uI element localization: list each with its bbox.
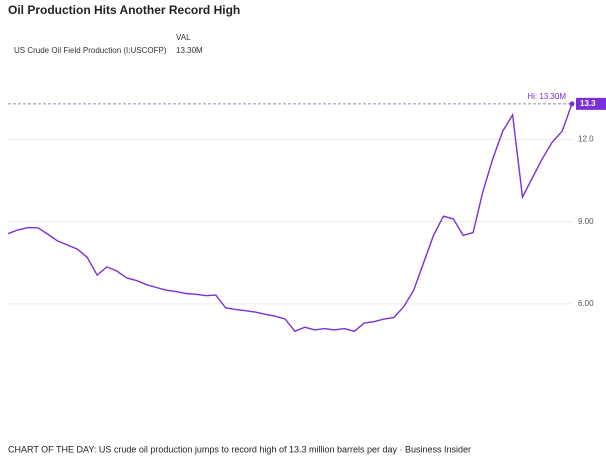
legend-entry: US Crude Oil Field Production (I:USCOFP) xyxy=(14,46,167,55)
line xyxy=(7,103,573,333)
end-label-box xyxy=(576,97,606,110)
caption: CHART OF THE DAY: US crude oil productio… xyxy=(8,444,471,454)
y-tick-label: 12.0 xyxy=(578,135,594,144)
y-tick-label: 6.00 xyxy=(578,299,594,308)
legend-header: VAL xyxy=(176,33,191,42)
legend-value: 13.30M xyxy=(176,46,203,55)
end-label: 13.3 xyxy=(580,99,596,108)
chart-title: Oil Production Hits Another Record High xyxy=(8,3,240,17)
y-tick-label: 9.00 xyxy=(578,217,594,226)
end-point xyxy=(569,101,575,107)
high-label: Hi: 13.30M xyxy=(527,92,566,101)
